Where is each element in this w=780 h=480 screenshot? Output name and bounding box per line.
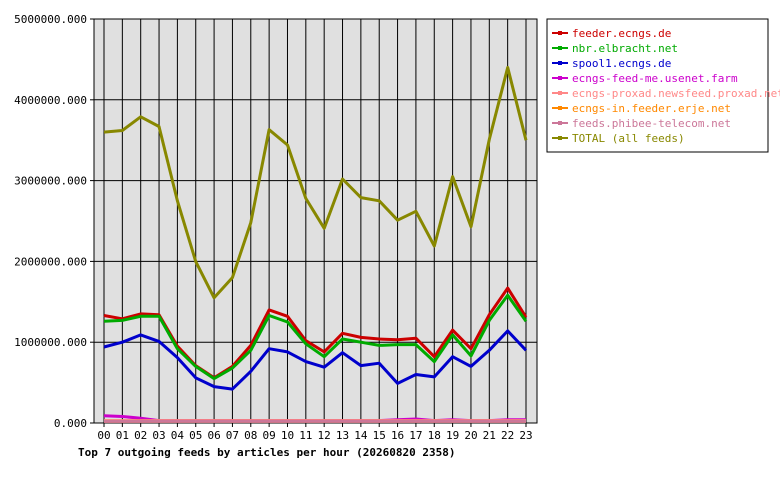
x-tick-label: 15 bbox=[373, 429, 386, 442]
x-tick-label: 21 bbox=[483, 429, 496, 442]
legend-marker bbox=[558, 121, 562, 125]
legend-marker bbox=[558, 91, 562, 95]
legend-marker bbox=[558, 61, 562, 65]
legend-marker bbox=[558, 31, 562, 35]
legend-label: ecngs-feed-me.usenet.farm bbox=[572, 72, 738, 85]
x-tick-label: 19 bbox=[446, 429, 459, 442]
legend-label: ecngs-proxad.newsfeed.proxad.net bbox=[572, 87, 780, 100]
x-tick-label: 14 bbox=[354, 429, 368, 442]
legend-marker bbox=[558, 76, 562, 80]
x-tick-label: 02 bbox=[134, 429, 147, 442]
x-tick-label: 13 bbox=[336, 429, 349, 442]
x-tick-label: 22 bbox=[501, 429, 514, 442]
x-tick-label: 01 bbox=[116, 429, 129, 442]
x-tick-label: 10 bbox=[281, 429, 294, 442]
legend-label: ecngs-in.feeder.erje.net bbox=[572, 102, 731, 115]
x-tick-label: 06 bbox=[207, 429, 220, 442]
legend-marker bbox=[558, 106, 562, 110]
x-tick-label: 12 bbox=[318, 429, 331, 442]
y-tick-label: 4000000.000 bbox=[14, 94, 87, 107]
legend-label: feeder.ecngs.de bbox=[572, 27, 671, 40]
x-tick-label: 04 bbox=[171, 429, 185, 442]
grid-lines bbox=[94, 18, 537, 424]
chart-title: Top 7 outgoing feeds by articles per hou… bbox=[78, 446, 456, 459]
x-tick-label: 07 bbox=[226, 429, 239, 442]
x-axis-ticks: 00 01 02 03 04 05 06 07 08 09 10 11 12 13 14 15 16 17 18 19… bbox=[97, 423, 533, 442]
legend-box bbox=[546, 18, 769, 153]
legend: feeder.ecngs.de nbr.elbracht.net spool1.ec… bbox=[546, 18, 780, 153]
x-tick-label: 20 bbox=[464, 429, 477, 442]
x-tick-label: 05 bbox=[189, 429, 202, 442]
y-tick-label: 3000000.000 bbox=[14, 175, 87, 188]
x-tick-label: 16 bbox=[391, 429, 404, 442]
legend-label: nbr.elbracht.net bbox=[572, 42, 678, 55]
legend-marker bbox=[558, 136, 562, 140]
y-tick-label: 2000000.000 bbox=[14, 255, 87, 268]
y-tick-label: 1000000.000 bbox=[14, 336, 87, 349]
legend-marker bbox=[558, 46, 562, 50]
x-tick-label: 18 bbox=[428, 429, 441, 442]
y-tick-label: 0.000 bbox=[54, 417, 87, 430]
x-tick-label: 03 bbox=[152, 429, 165, 442]
x-tick-label: 11 bbox=[299, 429, 312, 442]
x-tick-label: 08 bbox=[244, 429, 257, 442]
x-tick-label: 23 bbox=[519, 429, 532, 442]
y-tick-label: 5000000.000 bbox=[14, 13, 87, 26]
x-tick-label: 00 bbox=[97, 429, 110, 442]
series-lines bbox=[103, 66, 528, 423]
plot-area bbox=[93, 18, 538, 424]
legend-label: spool1.ecngs.de bbox=[572, 57, 671, 70]
legend-label: feeds.phibee-telecom.net bbox=[572, 117, 731, 130]
series-line-1 bbox=[103, 293, 528, 381]
legend-label: TOTAL (all feeds) bbox=[572, 132, 685, 145]
series-line-2 bbox=[103, 329, 528, 391]
x-tick-label: 17 bbox=[409, 429, 422, 442]
x-tick-label: 09 bbox=[263, 429, 276, 442]
series-line-7 bbox=[103, 66, 528, 300]
y-axis-ticks: 0.000 1000000.000 2000000.000 3000000.000 40… bbox=[14, 13, 94, 430]
